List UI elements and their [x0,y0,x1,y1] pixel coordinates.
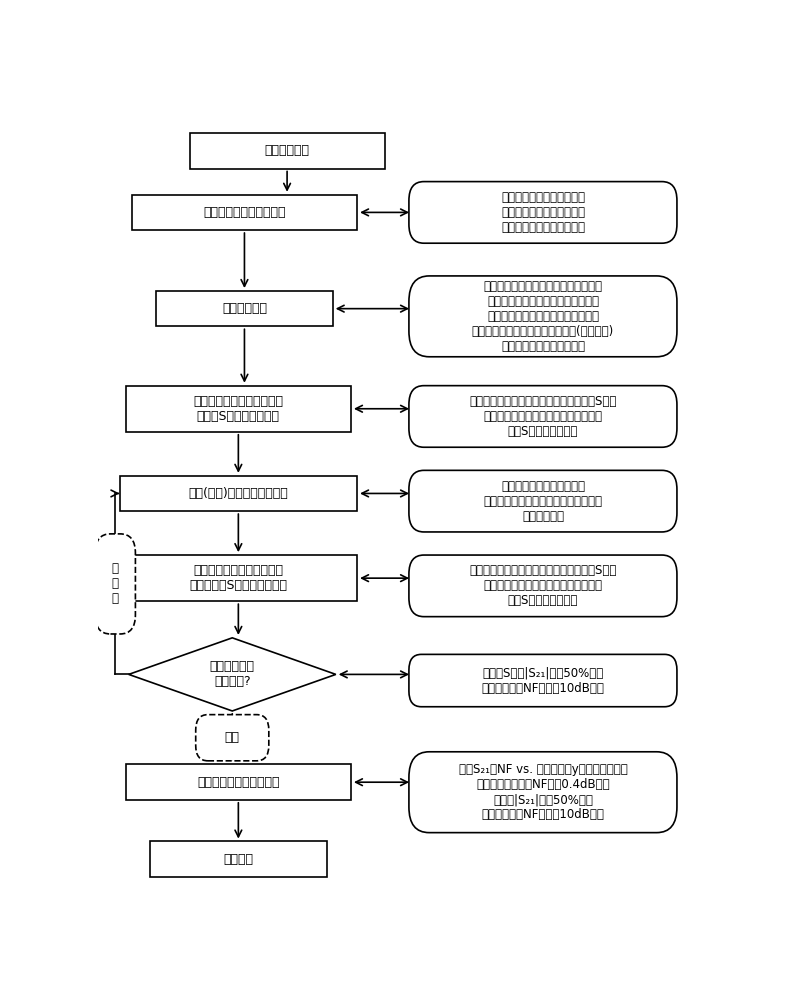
FancyBboxPatch shape [409,182,677,243]
FancyBboxPatch shape [196,715,269,761]
Text: 未
损
伤: 未 损 伤 [112,562,119,605]
Text: 调节(增大)注入信号平均功率: 调节(增大)注入信号平均功率 [189,487,288,500]
Text: 根据待测样品确定载波频率
根据待测样品确定脉冲宽度
根据待测样品确定脉冲周期: 根据待测样品确定载波频率 根据待测样品确定脉冲宽度 根据待测样品确定脉冲周期 [501,191,585,234]
FancyBboxPatch shape [409,276,677,357]
FancyBboxPatch shape [409,654,677,707]
FancyBboxPatch shape [156,291,332,326]
Text: 提取退化或损伤功率阈值: 提取退化或损伤功率阈值 [197,776,280,789]
Polygon shape [129,638,336,711]
Text: 用矢量网络分析仪测量待测样品的小信号S参数
用噪声分析仪测量待测样品的噪声系数
记录S参数及噪声系数: 用矢量网络分析仪测量待测样品的小信号S参数 用噪声分析仪测量待测样品的噪声系数 … [469,564,616,607]
FancyBboxPatch shape [409,752,677,833]
FancyBboxPatch shape [409,386,677,447]
FancyBboxPatch shape [95,534,135,634]
Text: 损伤: 损伤 [225,731,240,744]
Text: 测试待测样品功率注入前的
小信号S参数和噪声系数: 测试待测样品功率注入前的 小信号S参数和噪声系数 [193,395,284,423]
Text: 绘制S₂₁和NF vs. 注入功率双y轴坐标系曲线图
退化：第一次满足NF恶化0.4dB以上
损伤：|S₂₁|降低50%以上
或者噪声系数NF恶化至10dB以上: 绘制S₂₁和NF vs. 注入功率双y轴坐标系曲线图 退化：第一次满足NF恶化0… [458,763,627,821]
FancyBboxPatch shape [150,841,327,877]
Text: 注入信号设置: 注入信号设置 [222,302,267,315]
Text: 测试待测样品本次功率注入
后的小信号S参数和噪声系数: 测试待测样品本次功率注入 后的小信号S参数和噪声系数 [189,564,288,592]
Text: 设置脉冲信号发生器为周期性脉冲输出
设置脉冲信号发生器输出的脉冲宽度
设置脉冲信号发生器输出的脉冲周期
设置脉冲信号发生器输出脉冲个数(持续时间)
设置信号源输: 设置脉冲信号发生器为周期性脉冲输出 设置脉冲信号发生器输出的脉冲宽度 设置脉冲信… [472,280,614,353]
Text: 实验结束: 实验结束 [223,853,253,866]
FancyBboxPatch shape [119,555,357,601]
FancyBboxPatch shape [126,386,351,432]
FancyBboxPatch shape [126,764,351,800]
Text: 搭建实验平台: 搭建实验平台 [265,144,310,157]
FancyBboxPatch shape [409,555,677,617]
FancyBboxPatch shape [119,476,357,511]
FancyBboxPatch shape [132,195,357,230]
Text: 用矢量网络分析仪测量待测样品的小信号S参数
用噪声分析仪测量待测样品的噪声系数
记录S参数及噪声系数: 用矢量网络分析仪测量待测样品的小信号S参数 用噪声分析仪测量待测样品的噪声系数 … [469,395,616,438]
Text: 判断待测样品
是否损伤?: 判断待测样品 是否损伤? [210,660,255,688]
Text: 小信号S参数|S₂₁|降低50%以上
或者噪声系数NF恶化至10dB以上: 小信号S参数|S₂₁|降低50%以上 或者噪声系数NF恶化至10dB以上 [482,667,604,695]
Text: 确定注入信号样式及参数: 确定注入信号样式及参数 [204,206,285,219]
FancyBboxPatch shape [189,133,384,169]
Text: 设置功率放大器的输出功率
调节可调衰减器调整注入信号平均功率
记录注入功率: 设置功率放大器的输出功率 调节可调衰减器调整注入信号平均功率 记录注入功率 [483,480,602,523]
FancyBboxPatch shape [409,470,677,532]
